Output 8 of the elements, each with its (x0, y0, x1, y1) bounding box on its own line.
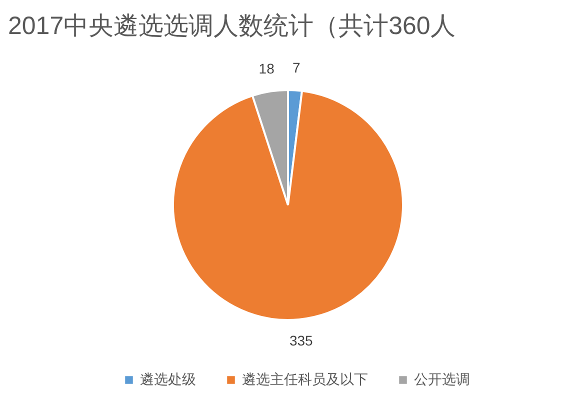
data-label: 18 (258, 60, 275, 77)
chart-title: 2017中央遴选选调人数统计（共计360人 (8, 12, 456, 40)
legend-label: 遴选主任科员及以下 (242, 371, 368, 387)
legend-label: 遴选处级 (140, 371, 196, 387)
pie-slice (172, 90, 404, 321)
data-label: 335 (289, 332, 314, 348)
legend-label: 公开选调 (414, 371, 470, 387)
data-label: 7 (292, 59, 300, 76)
